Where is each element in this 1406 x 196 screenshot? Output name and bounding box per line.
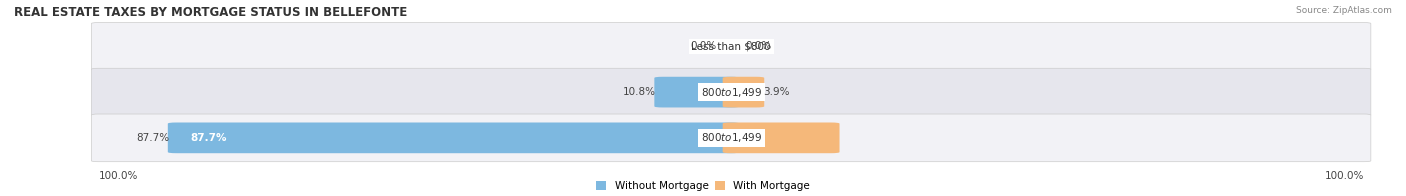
- Text: 0.0%: 0.0%: [745, 41, 772, 51]
- Text: 100.0%: 100.0%: [98, 171, 138, 181]
- Text: 0.0%: 0.0%: [690, 41, 717, 51]
- Text: 3.9%: 3.9%: [763, 87, 789, 97]
- Text: REAL ESTATE TAXES BY MORTGAGE STATUS IN BELLEFONTE: REAL ESTATE TAXES BY MORTGAGE STATUS IN …: [14, 6, 408, 19]
- Text: $800 to $1,499: $800 to $1,499: [700, 86, 762, 99]
- Text: 87.7%: 87.7%: [136, 133, 169, 143]
- Text: $800 to $1,499: $800 to $1,499: [700, 131, 762, 144]
- FancyBboxPatch shape: [91, 23, 1371, 70]
- Text: 100.0%: 100.0%: [1324, 171, 1364, 181]
- FancyBboxPatch shape: [723, 77, 765, 107]
- FancyBboxPatch shape: [91, 68, 1371, 116]
- Text: Source: ZipAtlas.com: Source: ZipAtlas.com: [1296, 6, 1392, 15]
- FancyBboxPatch shape: [91, 114, 1371, 162]
- Legend: Without Mortgage, With Mortgage: Without Mortgage, With Mortgage: [596, 181, 810, 191]
- FancyBboxPatch shape: [654, 77, 740, 107]
- Text: Less than $800: Less than $800: [692, 41, 770, 51]
- FancyBboxPatch shape: [167, 122, 740, 153]
- Text: 10.8%: 10.8%: [623, 87, 655, 97]
- FancyBboxPatch shape: [723, 122, 839, 153]
- Text: 87.7%: 87.7%: [190, 133, 226, 143]
